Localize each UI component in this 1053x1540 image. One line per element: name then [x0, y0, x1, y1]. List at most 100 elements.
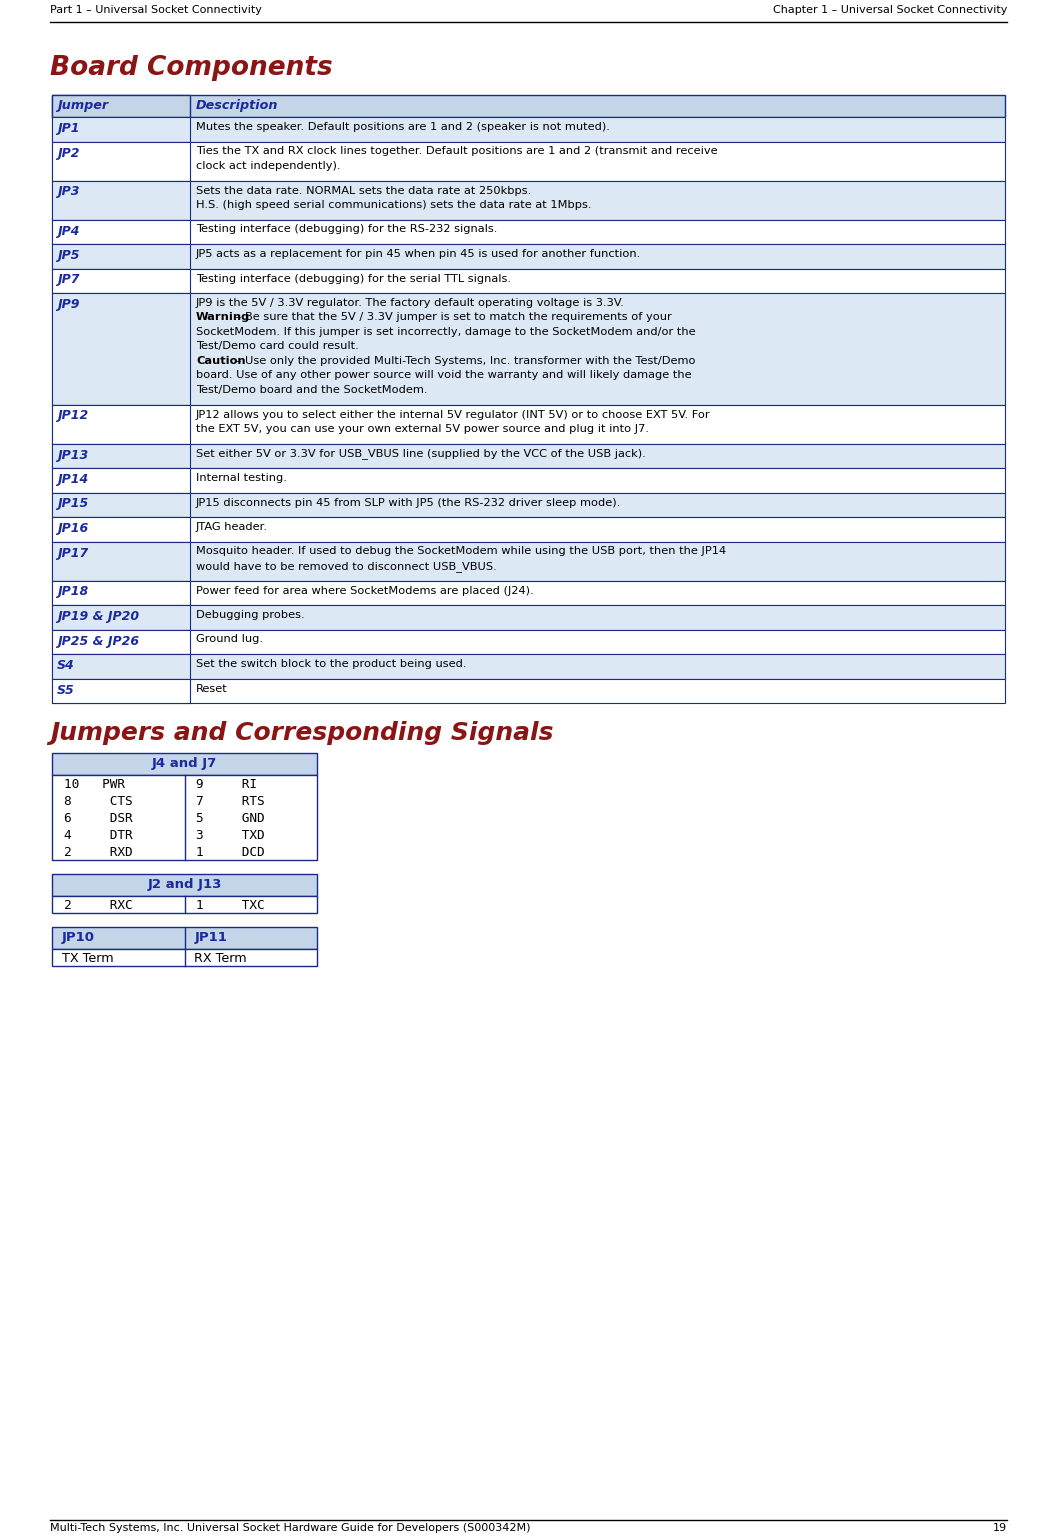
Text: JP25 & JP26: JP25 & JP26: [57, 634, 139, 647]
Bar: [52, 220, 1005, 243]
Text: Ties the TX and RX clock lines together. Default positions are 1 and 2 (transmit: Ties the TX and RX clock lines together.…: [196, 146, 718, 157]
Text: Multi-Tech Systems, Inc. Universal Socket Hardware Guide for Developers (S000342: Multi-Tech Systems, Inc. Universal Socke…: [49, 1523, 531, 1532]
Text: Jumper: Jumper: [57, 99, 108, 112]
Text: JP10: JP10: [62, 932, 95, 944]
Text: Ground lug.: Ground lug.: [196, 634, 263, 645]
Text: H.S. (high speed serial communications) sets the data rate at 1Mbps.: H.S. (high speed serial communications) …: [196, 200, 592, 209]
Bar: [52, 180, 1005, 220]
Text: Testing interface (debugging) for the serial TTL signals.: Testing interface (debugging) for the se…: [196, 274, 511, 283]
Text: 10   PWR: 10 PWR: [64, 778, 125, 792]
Text: the EXT 5V, you can use your own external 5V power source and plug it into J7.: the EXT 5V, you can use your own externa…: [196, 424, 649, 434]
Bar: [52, 493, 1005, 517]
Text: Reset: Reset: [196, 684, 227, 693]
Bar: [52, 243, 190, 268]
Text: JTAG header.: JTAG header.: [196, 522, 269, 531]
Text: JP5 acts as a replacement for pin 45 when pin 45 is used for another function.: JP5 acts as a replacement for pin 45 whe…: [196, 249, 641, 259]
Bar: [52, 654, 1005, 679]
Text: SocketModem. If this jumper is set incorrectly, damage to the SocketModem and/or: SocketModem. If this jumper is set incor…: [196, 326, 696, 337]
Text: would have to be removed to disconnect USB_VBUS.: would have to be removed to disconnect U…: [196, 561, 497, 571]
Bar: [52, 875, 317, 896]
Text: clock act independently).: clock act independently).: [196, 162, 340, 171]
Text: 1     DCD: 1 DCD: [197, 845, 265, 859]
Bar: [52, 605, 1005, 630]
Text: TX Term: TX Term: [62, 952, 114, 966]
Bar: [52, 468, 190, 493]
Bar: [52, 517, 1005, 542]
Text: Test/Demo board and the SocketModem.: Test/Demo board and the SocketModem.: [196, 385, 428, 394]
Bar: [52, 243, 1005, 268]
Text: 8     CTS: 8 CTS: [64, 795, 133, 808]
Text: 4     DTR: 4 DTR: [64, 829, 133, 842]
Text: JP11: JP11: [195, 932, 227, 944]
Bar: [52, 293, 190, 405]
Bar: [52, 542, 190, 581]
Text: JP4: JP4: [57, 225, 79, 237]
Text: Jumpers and Corresponding Signals: Jumpers and Corresponding Signals: [49, 721, 554, 745]
Text: 5     GND: 5 GND: [197, 812, 265, 825]
Text: 2     RXD: 2 RXD: [64, 845, 133, 859]
Bar: [52, 605, 190, 630]
Text: Chapter 1 – Universal Socket Connectivity: Chapter 1 – Universal Socket Connectivit…: [773, 5, 1007, 15]
Text: JP7: JP7: [57, 274, 79, 286]
Bar: [52, 220, 190, 243]
Text: S4: S4: [57, 659, 75, 671]
Text: Debugging probes.: Debugging probes.: [196, 610, 304, 621]
Bar: [52, 654, 190, 679]
Bar: [52, 517, 190, 542]
Text: JP12: JP12: [57, 410, 88, 422]
Text: Set the switch block to the product being used.: Set the switch block to the product bein…: [196, 659, 466, 668]
Bar: [52, 581, 1005, 605]
Text: – Be sure that the 5V / 3.3V jumper is set to match the requirements of your: – Be sure that the 5V / 3.3V jumper is s…: [232, 313, 672, 322]
Bar: [52, 268, 190, 293]
Text: JP2: JP2: [57, 146, 79, 160]
Text: Warning: Warning: [196, 313, 251, 322]
Bar: [52, 927, 317, 949]
Text: JP14: JP14: [57, 473, 88, 487]
Text: JP17: JP17: [57, 547, 88, 559]
Text: – Use only the provided Multi-Tech Systems, Inc. transformer with the Test/Demo: – Use only the provided Multi-Tech Syste…: [232, 356, 695, 367]
Bar: [52, 142, 1005, 180]
Text: Caution: Caution: [196, 356, 245, 367]
Text: J4 and J7: J4 and J7: [152, 758, 217, 770]
Bar: [52, 444, 1005, 468]
Text: 1     TXC: 1 TXC: [197, 899, 265, 912]
Text: 7     RTS: 7 RTS: [197, 795, 265, 808]
Bar: [52, 679, 1005, 702]
Text: JP15: JP15: [57, 497, 88, 510]
Text: Test/Demo card could result.: Test/Demo card could result.: [196, 342, 359, 351]
Bar: [52, 180, 190, 220]
Text: JP3: JP3: [57, 185, 79, 199]
Bar: [52, 753, 317, 775]
Text: 3     TXD: 3 TXD: [197, 829, 265, 842]
Text: Description: Description: [196, 99, 278, 112]
Bar: [52, 468, 1005, 493]
Text: board. Use of any other power source will void the warranty and will likely dama: board. Use of any other power source wil…: [196, 371, 692, 380]
Text: JP16: JP16: [57, 522, 88, 534]
Bar: [52, 95, 190, 117]
Bar: [52, 444, 190, 468]
Bar: [52, 268, 1005, 293]
Bar: [52, 405, 190, 444]
Text: JP19 & JP20: JP19 & JP20: [57, 610, 139, 624]
Text: JP9 is the 5V / 3.3V regulator. The factory default operating voltage is 3.3V.: JP9 is the 5V / 3.3V regulator. The fact…: [196, 299, 624, 308]
Text: Testing interface (debugging) for the RS-232 signals.: Testing interface (debugging) for the RS…: [196, 225, 497, 234]
Text: JP18: JP18: [57, 585, 88, 599]
Text: Sets the data rate. NORMAL sets the data rate at 250kbps.: Sets the data rate. NORMAL sets the data…: [196, 185, 532, 196]
Text: Set either 5V or 3.3V for USB_VBUS line (supplied by the VCC of the USB jack).: Set either 5V or 3.3V for USB_VBUS line …: [196, 448, 645, 459]
Text: JP1: JP1: [57, 122, 79, 136]
Text: Power feed for area where SocketModems are placed (J24).: Power feed for area where SocketModems a…: [196, 585, 534, 596]
Text: 9     RI: 9 RI: [197, 778, 258, 792]
Bar: [52, 581, 190, 605]
Bar: [52, 630, 190, 654]
Text: 2     RXC: 2 RXC: [64, 899, 133, 912]
Text: JP13: JP13: [57, 448, 88, 462]
Text: Board Components: Board Components: [49, 55, 333, 82]
Bar: [52, 542, 1005, 581]
Text: JP12 allows you to select either the internal 5V regulator (INT 5V) or to choose: JP12 allows you to select either the int…: [196, 410, 711, 419]
Text: JP9: JP9: [57, 299, 79, 311]
Text: J2 and J13: J2 and J13: [147, 878, 222, 892]
Text: JP5: JP5: [57, 249, 79, 262]
Text: Mutes the speaker. Default positions are 1 and 2 (speaker is not muted).: Mutes the speaker. Default positions are…: [196, 122, 610, 132]
Text: Mosquito header. If used to debug the SocketModem while using the USB port, then: Mosquito header. If used to debug the So…: [196, 547, 727, 556]
Bar: [52, 493, 190, 517]
